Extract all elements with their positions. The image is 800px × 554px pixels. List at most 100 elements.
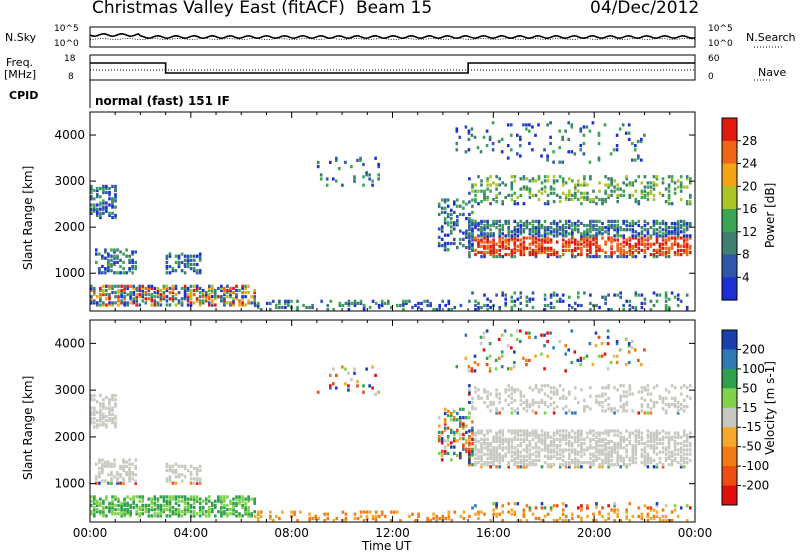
power-data-cell	[613, 238, 616, 242]
power-data-cell	[468, 255, 471, 259]
velocity-data-cell	[571, 435, 574, 439]
velocity-data-cell	[658, 516, 662, 521]
power-data-cell	[603, 123, 607, 127]
velocity-data-cell	[516, 448, 520, 452]
power-data-cell	[595, 253, 598, 257]
power-data-cell	[104, 248, 107, 252]
power-data-cell	[432, 308, 435, 312]
power-data-cell	[622, 236, 625, 240]
velocity-data-cell	[598, 452, 601, 456]
velocity-data-cell	[525, 433, 529, 437]
velocity-data-cell	[471, 428, 474, 432]
velocity-data-cell	[634, 444, 638, 448]
velocity-data-cell	[474, 504, 477, 508]
power-data-cell	[510, 295, 514, 299]
power-data-cell	[498, 232, 501, 236]
power-data-cell	[555, 193, 559, 197]
power-data-cell	[571, 179, 574, 183]
velocity-data-cell	[102, 414, 105, 419]
velocity-data-cell	[95, 462, 98, 466]
power-data-cell	[558, 299, 562, 303]
power-data-cell	[117, 291, 120, 295]
velocity-data-cell	[90, 512, 93, 516]
power-data-cell	[474, 253, 477, 257]
velocity-data-cell	[685, 456, 689, 460]
power-data-cell	[486, 250, 489, 255]
power-data-cell	[480, 226, 483, 230]
power-data-cell	[492, 248, 495, 252]
power-data-cell	[598, 189, 601, 193]
velocity-data-cell	[589, 444, 592, 448]
velocity-data-cell	[607, 516, 610, 521]
power-data-cell	[592, 303, 595, 308]
power-data-cell	[513, 179, 517, 183]
velocity-data-cell	[486, 444, 489, 448]
power-data-cell	[634, 293, 638, 297]
power-data-cell	[489, 246, 492, 250]
power-data-cell	[183, 297, 187, 301]
power-data-cell	[108, 297, 111, 301]
power-data-cell	[613, 179, 616, 183]
velocity-data-cell	[522, 508, 526, 512]
velocity-data-cell	[256, 516, 260, 521]
velocity-data-cell	[495, 409, 498, 413]
velocity-data-cell	[477, 439, 480, 444]
velocity-data-cell	[504, 390, 507, 394]
power-data-cell	[628, 236, 632, 240]
velocity-data-cell	[667, 439, 671, 444]
velocity-data-cell	[601, 400, 604, 405]
power-data-cell	[607, 226, 610, 230]
power-data-cell	[589, 250, 592, 255]
velocity-data-cell	[153, 508, 157, 512]
power-colorbar-swatch	[722, 277, 737, 301]
power-data-cell	[628, 250, 632, 255]
velocity-data-cell	[489, 519, 492, 523]
velocity-data-cell	[655, 510, 659, 514]
power-data-cell	[217, 295, 220, 299]
velocity-data-cell	[453, 439, 456, 443]
power-data-cell	[670, 242, 674, 246]
velocity-data-cell	[522, 456, 526, 460]
velocity-data-cell	[440, 430, 444, 434]
velocity-data-cell	[510, 411, 514, 415]
power-data-cell	[510, 234, 514, 238]
velocity-data-cell	[522, 512, 526, 516]
velocity-data-cell	[679, 448, 683, 452]
power-data-cell	[111, 215, 114, 220]
velocity-data-cell	[195, 468, 199, 473]
power-data-cell	[658, 191, 662, 195]
power-data-cell	[229, 301, 232, 305]
power-data-cell	[444, 303, 447, 308]
power-data-cell	[183, 295, 187, 299]
velocity-data-cell	[144, 510, 148, 514]
power-data-cell	[568, 193, 571, 197]
power-data-cell	[180, 252, 184, 256]
power-data-cell	[223, 288, 226, 293]
velocity-data-cell	[552, 437, 556, 441]
velocity-data-cell	[604, 431, 607, 435]
power-data-cell	[168, 254, 172, 258]
velocity-data-cell	[468, 442, 471, 446]
power-data-cell	[102, 184, 105, 188]
velocity-data-cell	[598, 448, 601, 452]
xaxis-label: Time UT	[362, 539, 412, 553]
velocity-data-cell	[673, 435, 677, 439]
velocity-data-cell	[495, 388, 498, 392]
power-data-cell	[676, 223, 680, 228]
power-data-cell	[631, 219, 635, 223]
power-data-cell	[492, 181, 495, 185]
power-data-cell	[613, 234, 616, 238]
velocity-data-cell	[682, 398, 686, 402]
velocity-data-cell	[625, 400, 628, 405]
power-data-cell	[601, 248, 604, 252]
power-data-cell	[519, 308, 523, 312]
velocity-data-cell	[616, 456, 619, 460]
velocity-data-cell	[443, 411, 447, 416]
velocity-data-cell	[679, 392, 683, 396]
power-data-cell	[571, 193, 574, 197]
power-data-cell	[577, 253, 580, 257]
velocity-data-cell	[637, 442, 641, 446]
power-data-cell	[616, 226, 619, 230]
velocity-data-cell	[495, 514, 498, 518]
power-data-cell	[241, 284, 244, 288]
